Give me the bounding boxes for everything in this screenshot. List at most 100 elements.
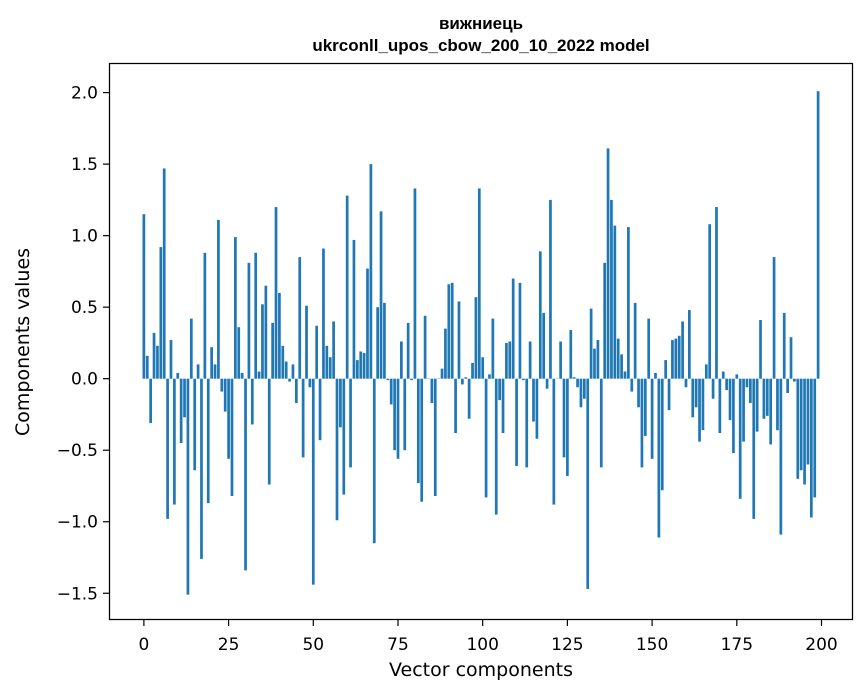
bar-47	[301, 378, 305, 458]
bar-44	[291, 364, 295, 379]
bar-176	[738, 378, 742, 499]
bar-112	[522, 378, 525, 381]
bar-72	[386, 378, 390, 381]
bar-198	[813, 378, 817, 498]
bar-96	[467, 378, 471, 419]
bar-7	[166, 378, 169, 519]
bar-145	[633, 302, 637, 379]
bar-46	[298, 257, 302, 379]
bar-130	[582, 378, 586, 399]
bar-34	[257, 371, 261, 379]
bar-50	[311, 378, 315, 585]
bar-115	[532, 378, 535, 422]
bar-182	[759, 320, 762, 379]
bar-113	[525, 378, 529, 468]
bar-83	[423, 315, 427, 379]
x-tick-label-0: 0	[138, 635, 149, 655]
bar-177	[742, 378, 745, 442]
bar-17	[200, 378, 203, 559]
plot-frame	[108, 62, 854, 621]
bar-48	[305, 305, 308, 379]
bar-90	[447, 284, 451, 379]
bar-66	[366, 268, 369, 379]
x-tick-label-1: 25	[218, 635, 240, 655]
bar-167	[708, 224, 712, 379]
bar-series	[142, 91, 820, 595]
bar-11	[179, 378, 183, 444]
bar-20	[210, 347, 213, 379]
bar-190	[786, 378, 789, 393]
bar-74	[393, 378, 396, 451]
bar-65	[362, 352, 366, 379]
bar-164	[698, 378, 701, 442]
bar-146	[637, 378, 640, 408]
x-tick-label-3: 75	[387, 635, 409, 655]
bar-157	[674, 338, 678, 379]
bar-174	[732, 378, 735, 454]
bar-27	[234, 237, 237, 379]
bar-111	[518, 282, 522, 379]
bar-98	[474, 297, 478, 379]
bar-59	[342, 378, 346, 495]
bar-110	[515, 378, 518, 466]
bar-179	[749, 378, 752, 404]
bar-134	[596, 340, 600, 379]
y-axis-label: Components values	[12, 248, 34, 436]
bar-76	[400, 341, 403, 379]
bar-108	[508, 341, 512, 379]
bar-107	[505, 342, 508, 379]
bar-9	[173, 378, 176, 505]
y-tick-label-4: 0.5	[71, 298, 98, 318]
bar-12	[183, 378, 186, 418]
x-tick-label-8: 200	[805, 635, 837, 655]
bar-29	[240, 372, 244, 379]
bar-126	[569, 330, 573, 379]
bar-105	[498, 378, 501, 401]
bar-1	[145, 355, 149, 379]
bar-140	[616, 338, 620, 379]
bar-141	[620, 354, 623, 379]
bar-150	[650, 378, 654, 459]
bar-102	[488, 374, 491, 379]
bar-19	[206, 378, 210, 504]
bar-175	[735, 374, 739, 379]
bar-30	[244, 378, 247, 571]
bar-25	[227, 378, 230, 459]
bar-169	[715, 207, 718, 379]
bar-135	[599, 378, 603, 468]
y-tick-label-1: −1.0	[57, 513, 98, 533]
bar-10	[176, 372, 180, 379]
bar-82	[420, 378, 424, 502]
bar-100	[481, 357, 485, 379]
bar-43	[288, 378, 291, 382]
bar-31	[247, 262, 251, 379]
bar-127	[572, 377, 576, 379]
bar-160	[684, 378, 688, 388]
bar-154	[664, 360, 668, 379]
bar-88	[440, 368, 444, 379]
y-tick-label-0: −1.5	[57, 584, 98, 604]
bar-81	[416, 378, 420, 484]
bar-53	[322, 248, 325, 379]
bar-109	[511, 278, 515, 379]
bar-69	[376, 307, 380, 379]
bar-41	[281, 345, 285, 379]
bar-193	[796, 378, 800, 479]
bar-156	[671, 340, 674, 379]
bar-119	[545, 378, 549, 389]
bar-152	[657, 378, 661, 538]
bar-80	[413, 188, 417, 379]
bar-128	[576, 378, 579, 388]
bar-3	[152, 332, 156, 379]
bar-22	[217, 219, 220, 379]
bar-163	[694, 378, 698, 408]
bar-137	[606, 148, 610, 379]
bar-168	[711, 378, 715, 399]
y-tick-label-5: 1.0	[71, 227, 98, 247]
bar-117	[538, 251, 542, 379]
bar-38	[271, 322, 274, 379]
bar-166	[704, 364, 708, 379]
bar-26	[230, 378, 234, 496]
bar-101	[484, 378, 488, 498]
